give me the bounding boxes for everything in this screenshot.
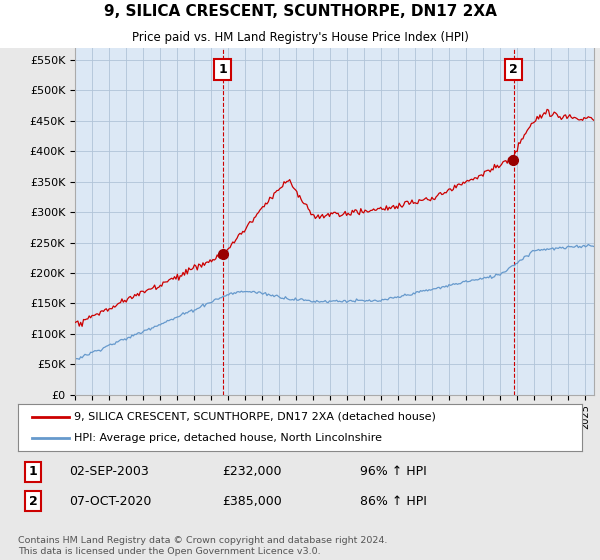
Text: Price paid vs. HM Land Registry's House Price Index (HPI): Price paid vs. HM Land Registry's House … — [131, 31, 469, 44]
Text: 2: 2 — [29, 494, 37, 508]
Text: 2: 2 — [509, 63, 518, 76]
Text: 9, SILICA CRESCENT, SCUNTHORPE, DN17 2XA (detached house): 9, SILICA CRESCENT, SCUNTHORPE, DN17 2XA… — [74, 412, 436, 422]
Text: 07-OCT-2020: 07-OCT-2020 — [69, 494, 151, 508]
Text: 96% ↑ HPI: 96% ↑ HPI — [360, 465, 427, 478]
Text: 1: 1 — [29, 465, 37, 478]
Text: 02-SEP-2003: 02-SEP-2003 — [69, 465, 149, 478]
Text: £385,000: £385,000 — [222, 494, 282, 508]
Text: 1: 1 — [218, 63, 227, 76]
Text: HPI: Average price, detached house, North Lincolnshire: HPI: Average price, detached house, Nort… — [74, 433, 382, 444]
Text: 86% ↑ HPI: 86% ↑ HPI — [360, 494, 427, 508]
Text: £232,000: £232,000 — [222, 465, 281, 478]
Text: 9, SILICA CRESCENT, SCUNTHORPE, DN17 2XA: 9, SILICA CRESCENT, SCUNTHORPE, DN17 2XA — [104, 4, 496, 20]
Text: Contains HM Land Registry data © Crown copyright and database right 2024.
This d: Contains HM Land Registry data © Crown c… — [18, 536, 388, 556]
